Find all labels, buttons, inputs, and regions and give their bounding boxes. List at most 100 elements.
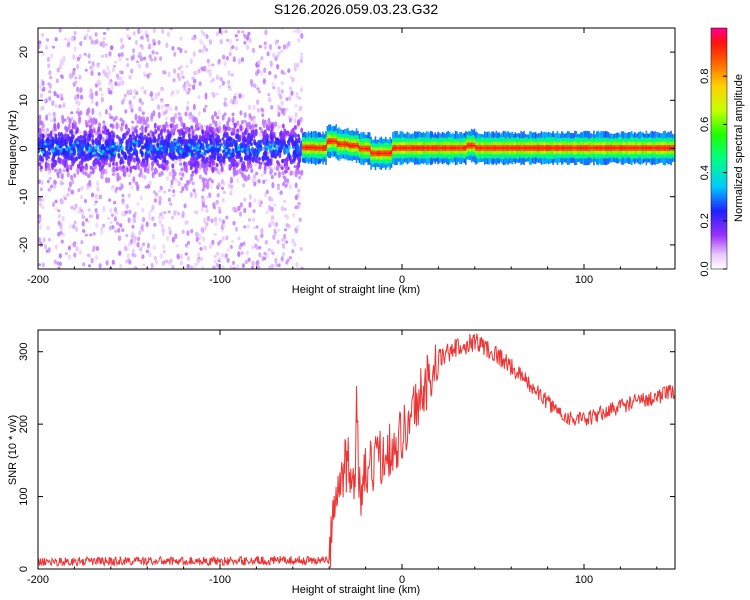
snr-x-label: Height of straight line (km)	[292, 584, 420, 596]
spectrogram-cell	[296, 133, 300, 138]
spectrogram-cell	[89, 171, 93, 175]
spectrogram-cell	[119, 263, 123, 268]
spectrogram-cell	[232, 152, 236, 158]
spectrogram-cell	[89, 88, 93, 94]
spectrogram-cell	[227, 182, 231, 189]
spectrogram-cell	[221, 253, 225, 258]
spectrogram-cell	[159, 144, 163, 148]
spectrogram-cell	[84, 233, 88, 237]
spectrogram-cell	[235, 38, 239, 42]
spectrogram-cell	[84, 119, 88, 126]
spectrogram-cell	[227, 70, 231, 76]
spectrogram-cell	[141, 242, 146, 247]
spectrogram-cell	[144, 126, 148, 133]
spectrogram-cell	[163, 190, 167, 194]
spectrogram-cell	[106, 65, 110, 71]
spectrogram-cell	[263, 119, 267, 125]
spectrogram-cell	[279, 190, 283, 195]
spectrogram-cell	[219, 159, 223, 163]
spectrogram-cell	[111, 67, 115, 73]
spectrogram-cell	[142, 263, 146, 267]
spectrogram-cell	[137, 28, 141, 34]
spectrogram-cell	[188, 111, 193, 117]
spectrogram-cell	[120, 211, 124, 217]
spectrogram-cell	[199, 142, 203, 149]
spectrogram-cell	[233, 139, 237, 146]
spectrogram-cell	[83, 133, 87, 141]
spectrogram-cell	[203, 245, 207, 251]
spectrogram-cell	[134, 113, 138, 121]
spectrogram-cell	[58, 261, 62, 267]
spectrogram-cell	[132, 134, 136, 139]
spectrogram-cell	[194, 168, 198, 174]
spectrogram-cell	[280, 81, 284, 86]
spectrogram-cell	[248, 37, 252, 44]
spectrogram-cell	[72, 54, 76, 60]
spectrogram-cell	[285, 150, 289, 154]
spectrogram-cell	[162, 124, 166, 131]
spectrogram-cell	[201, 48, 205, 54]
spectrogram-cell	[202, 181, 206, 190]
spectrogram-cell	[48, 82, 52, 89]
spectrogram-cell	[170, 147, 174, 155]
spectrogram-cell	[127, 242, 131, 247]
spectrogram-cell	[128, 103, 132, 110]
spectrogram-cell	[125, 204, 129, 210]
spectrogram-cell	[164, 116, 168, 121]
spectrogram-cell	[80, 195, 84, 200]
spectrogram-cell	[221, 80, 225, 86]
spectrogram-cell	[170, 215, 175, 220]
spectrogram-cell	[90, 98, 94, 105]
spectrogram-cell	[38, 200, 42, 204]
spectrogram-cell	[216, 155, 220, 162]
spectrogram-cell	[140, 225, 144, 231]
spectrogram-cell	[56, 261, 60, 266]
spectrogram-cell	[170, 179, 174, 185]
spectrogram-cell	[257, 139, 261, 145]
spectrogram-cell	[133, 126, 137, 134]
spectrogram-cell	[96, 156, 100, 160]
spectrogram-cell	[221, 264, 225, 269]
spectrogram-cell	[290, 138, 294, 143]
spectrogram-cell	[38, 179, 42, 184]
spectrogram-cell	[242, 161, 246, 167]
spectrogram-cell	[115, 221, 120, 226]
spectrogram-cell	[124, 109, 128, 114]
spectrogram-cell	[294, 196, 298, 200]
spectrogram-cell	[108, 112, 112, 117]
spectrogram-cell	[67, 186, 71, 192]
spectrogram-cell	[134, 39, 139, 46]
spectrogram-cell	[227, 85, 231, 89]
spectrogram-cell	[161, 215, 165, 220]
spectrogram-cell	[171, 163, 175, 169]
spectrogram-cell	[176, 129, 180, 133]
spectrogram-cell	[218, 217, 222, 223]
colorbar-tick-label: 0.0	[699, 261, 711, 276]
spectrogram-cell	[78, 130, 82, 135]
spectrogram-cell	[294, 104, 298, 108]
spectrogram-cell	[212, 92, 216, 99]
spectrogram-cell	[276, 164, 280, 172]
spectrogram-cell	[98, 166, 102, 172]
spectrogram-cell	[220, 165, 224, 173]
spectrogram-cell	[75, 130, 79, 134]
spectrogram-cell	[263, 41, 267, 46]
spectrogram-cell	[206, 195, 210, 199]
spectrogram-cell	[256, 259, 260, 265]
spectrogram-cell	[71, 153, 75, 158]
spectrogram-cell	[125, 131, 129, 136]
spectrogram-cell	[287, 41, 291, 47]
spectrogram-cell	[104, 168, 108, 175]
spectrogram-cell	[296, 156, 300, 162]
spectrogram-cell	[218, 256, 222, 261]
spectrogram-cell	[272, 52, 276, 58]
spectrogram-cell	[81, 139, 85, 146]
spectrogram-cell	[86, 185, 90, 190]
spectrogram-cell	[260, 228, 264, 234]
spectrogram-cell	[228, 52, 232, 57]
spectrogram-cell	[92, 128, 96, 134]
spectrogram-cell	[142, 118, 146, 124]
spectrogram-cell	[184, 161, 188, 169]
spectrogram-cell	[53, 259, 57, 265]
spectrogram-cell	[77, 188, 81, 193]
